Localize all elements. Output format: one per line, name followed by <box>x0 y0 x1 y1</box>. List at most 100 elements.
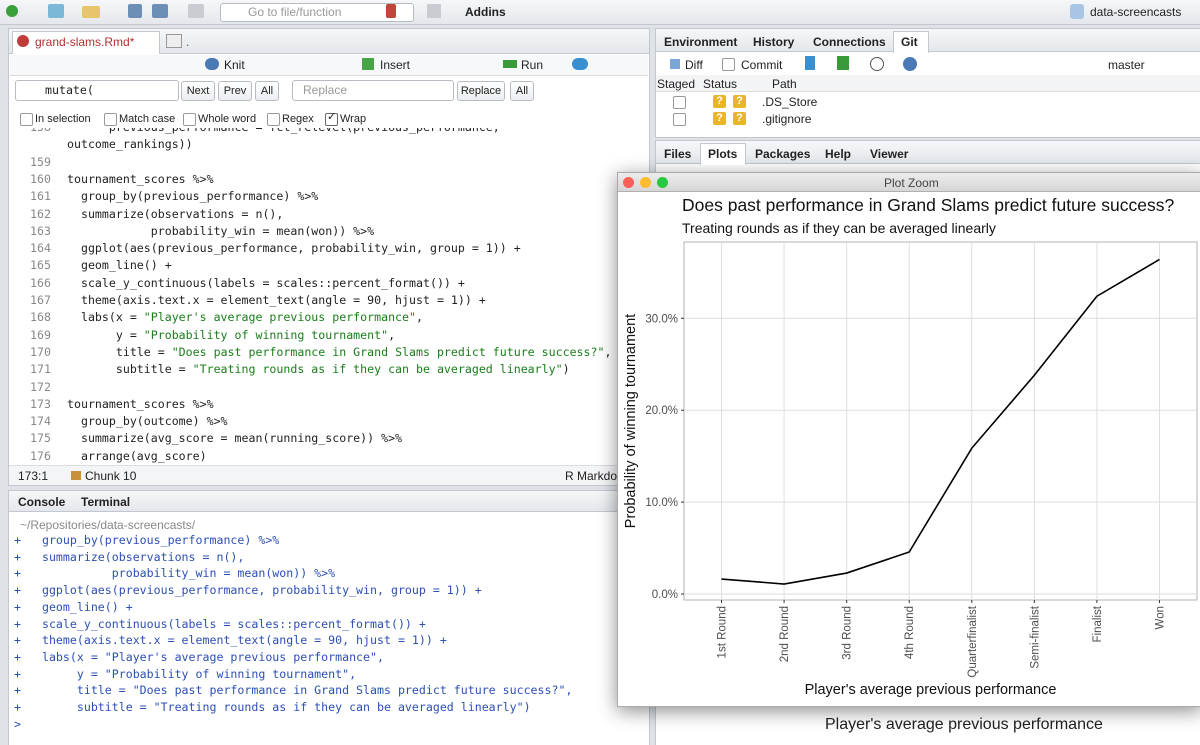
pane-tab[interactable]: Viewer <box>870 147 909 161</box>
history-icon[interactable] <box>870 57 884 71</box>
code-line: outcome_rankings)) <box>67 137 193 152</box>
project-menu[interactable]: data-screencasts <box>1090 5 1182 19</box>
wrap-check: ✓ <box>327 111 337 123</box>
code-line: scale_y_continuous(labels = scales::perc… <box>67 275 465 290</box>
x-axis-title: Player's average previous performance <box>805 682 1057 698</box>
option-label[interactable]: In selection <box>35 113 91 125</box>
addins-menu[interactable]: Addins <box>465 5 506 19</box>
file-name[interactable]: .gitignore <box>762 112 812 126</box>
layout-icon[interactable] <box>427 4 441 18</box>
knit-button[interactable]: Knit <box>224 58 245 72</box>
minimize-button[interactable] <box>640 177 651 188</box>
window-title: Plot Zoom <box>884 176 939 190</box>
console-prompt[interactable]: > <box>14 716 21 731</box>
line-number: 175 <box>30 431 51 446</box>
pull-icon[interactable] <box>805 56 815 70</box>
option-label[interactable]: Regex <box>282 113 314 125</box>
git-icon[interactable] <box>386 4 396 18</box>
find-prev[interactable]: Prev <box>218 81 252 101</box>
git-header <box>656 75 1200 92</box>
x-tick-label: Quarterfinalist <box>967 605 979 677</box>
option-label[interactable]: Match case <box>119 113 176 125</box>
staged-checkbox[interactable] <box>673 113 686 126</box>
new-file-icon[interactable] <box>6 5 18 17</box>
pane-tab[interactable]: Plots <box>708 147 738 161</box>
branch-menu[interactable]: master <box>1108 58 1145 72</box>
insert-button[interactable]: Insert <box>380 58 411 72</box>
open-icon[interactable] <box>82 6 100 18</box>
pane-tab[interactable]: History <box>753 35 795 49</box>
pane-tab[interactable]: Environment <box>664 35 738 49</box>
goto-input[interactable] <box>220 3 414 22</box>
column-header[interactable]: Status <box>703 77 738 91</box>
zoom-button[interactable] <box>657 177 668 188</box>
new-project-icon[interactable] <box>48 4 64 18</box>
editor-tab-label[interactable]: grand-slams.Rmd* <box>35 35 135 49</box>
file-name[interactable]: .DS_Store <box>762 95 818 109</box>
line-number: 168 <box>30 310 51 325</box>
x-tick-label: 1st Round <box>717 606 729 658</box>
terminal-tab[interactable]: Terminal <box>81 495 131 509</box>
settings-icon[interactable] <box>903 57 917 71</box>
close-button[interactable] <box>623 177 634 188</box>
pane-tab[interactable]: Help <box>825 147 852 161</box>
active-tab <box>700 143 746 165</box>
find-all[interactable]: All <box>255 81 279 101</box>
print-icon[interactable] <box>188 4 204 18</box>
chart-title: Does past performance in Grand Slams pre… <box>682 195 1174 215</box>
line-number: 166 <box>30 275 51 290</box>
editor-tab[interactable] <box>12 31 160 54</box>
replace-button[interactable]: Replace <box>457 81 505 101</box>
y-axis-title: Probability of winning tournament <box>623 314 639 528</box>
column-header[interactable]: Path <box>772 77 797 91</box>
code-area[interactable]: 158 previous_performance = fct_relevel(p… <box>9 128 648 465</box>
save-all-icon[interactable] <box>152 4 168 18</box>
status-badge: ? <box>733 95 746 108</box>
pane-tab[interactable]: Files <box>664 147 692 161</box>
line-number: 160 <box>30 171 51 186</box>
pane-tab[interactable]: Git <box>901 35 918 49</box>
chunk-icon[interactable] <box>572 58 588 70</box>
replace-input[interactable] <box>292 80 454 101</box>
pane-tab[interactable]: Connections <box>813 35 886 49</box>
option-label[interactable]: Wrap <box>340 113 367 125</box>
staged-checkbox[interactable] <box>673 96 686 109</box>
find-next[interactable]: Next <box>181 81 215 101</box>
diff-button[interactable]: Diff <box>685 58 703 72</box>
pane-tab[interactable]: Packages <box>755 147 811 161</box>
run-icon <box>503 60 517 68</box>
checkbox[interactable] <box>325 113 338 126</box>
checkbox[interactable] <box>183 113 196 126</box>
console-tab[interactable]: Console <box>18 495 66 509</box>
run-button[interactable]: Run <box>521 58 544 72</box>
chart-subtitle: Treating rounds as if they can be averag… <box>682 220 996 236</box>
console-prompt: + <box>14 700 21 714</box>
editor-tab-label[interactable]: . <box>186 35 190 49</box>
replace-placeholder: Replace <box>303 83 348 97</box>
console-line: scale_y_continuous(labels = scales::perc… <box>28 616 426 631</box>
push-icon[interactable] <box>837 56 849 70</box>
code-line: ggplot(aes(previous_performance, probabi… <box>67 241 521 256</box>
code-line: group_by(outcome) %>% <box>67 414 228 429</box>
console-line: ggplot(aes(previous_performance, probabi… <box>28 583 482 598</box>
console-line: labs(x = "Player's average previous perf… <box>28 649 384 664</box>
console-line: theme(axis.text.x = element_text(angle =… <box>28 633 447 648</box>
console-line: y = "Probability of winning tournament", <box>28 666 357 681</box>
checkbox[interactable] <box>267 113 280 126</box>
console-prompt: + <box>14 599 21 614</box>
checkbox[interactable] <box>104 113 117 126</box>
checkbox[interactable] <box>20 113 33 126</box>
replace-all-button[interactable]: All <box>510 81 534 101</box>
option-label[interactable]: Whole word <box>198 113 257 125</box>
code-line: tournament_scores %>% <box>67 396 214 411</box>
save-icon[interactable] <box>128 4 142 18</box>
find-input[interactable] <box>15 80 179 101</box>
column-header[interactable]: Staged <box>657 77 696 91</box>
console-line: title = "Does past performance in Grand … <box>28 683 573 698</box>
data-line <box>721 258 1160 585</box>
chunk-label[interactable]: Chunk 10 <box>85 469 137 483</box>
status-badge: ? <box>713 112 726 125</box>
console-line: group_by(previous_performance) %>% <box>28 533 280 547</box>
commit-button[interactable]: Commit <box>741 58 783 72</box>
x-tick-label: Semi-finalist <box>1029 605 1041 668</box>
